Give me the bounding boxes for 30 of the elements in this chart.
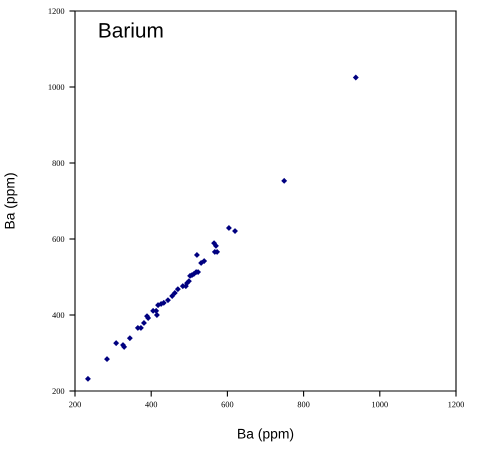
point — [226, 225, 232, 231]
point — [85, 376, 91, 382]
y-tick-label: 200 — [52, 388, 64, 394]
point — [169, 293, 176, 299]
y-tick-label: 800 — [52, 160, 64, 166]
point — [165, 297, 171, 304]
point — [174, 286, 181, 292]
annotation: Barium — [100, 22, 162, 38]
y-tick-label: 400 — [52, 312, 64, 318]
y-axis-title: Ba (ppm) — [4, 173, 18, 228]
point — [126, 335, 133, 342]
y-tick-label: 1200 — [48, 8, 64, 14]
point — [281, 178, 288, 184]
x-tick-label: 600 — [222, 402, 234, 408]
x-axis-title: Ba (ppm) — [238, 428, 294, 442]
x-tick-label: 400 — [145, 402, 158, 408]
y-tick-label: 600 — [52, 236, 64, 242]
point — [113, 340, 120, 346]
point — [104, 356, 110, 362]
x-tick-label: 800 — [298, 402, 310, 408]
point — [141, 320, 147, 326]
point — [352, 74, 359, 80]
point — [172, 290, 178, 296]
x-tick-label: 1000 — [372, 402, 388, 408]
point — [194, 252, 200, 258]
point — [201, 258, 208, 264]
x-tick-label: 1200 — [448, 402, 464, 408]
x-tick-label: 200 — [69, 402, 81, 408]
point — [154, 312, 160, 318]
y-tick-label: 1000 — [48, 84, 64, 90]
